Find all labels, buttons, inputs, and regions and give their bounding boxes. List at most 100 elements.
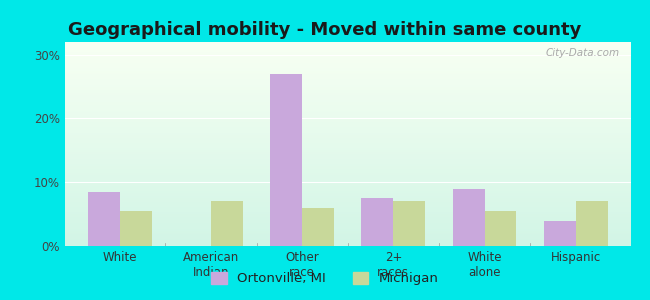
Bar: [65, 103, 630, 104]
Bar: [65, 208, 630, 209]
Bar: [65, 236, 630, 237]
Bar: [65, 143, 630, 144]
Bar: [65, 185, 630, 186]
Bar: [393, 201, 425, 246]
Bar: [65, 170, 630, 172]
Bar: [65, 229, 630, 230]
Bar: [65, 64, 630, 65]
Bar: [65, 111, 630, 112]
Bar: [65, 89, 630, 90]
Bar: [65, 131, 630, 132]
Bar: [211, 201, 243, 246]
Legend: Ortonville, MI, Michigan: Ortonville, MI, Michigan: [206, 266, 444, 290]
Bar: [65, 57, 630, 58]
Bar: [65, 133, 630, 134]
Bar: [65, 184, 630, 185]
Bar: [65, 214, 630, 215]
Bar: [65, 176, 630, 177]
Bar: [65, 212, 630, 213]
Bar: [65, 232, 630, 233]
Bar: [65, 44, 630, 45]
Bar: [65, 216, 630, 217]
Bar: [65, 199, 630, 200]
Bar: [65, 70, 630, 72]
Bar: [65, 148, 630, 149]
Bar: [65, 190, 630, 191]
Bar: [65, 54, 630, 55]
Bar: [65, 183, 630, 184]
Bar: [65, 178, 630, 179]
Bar: [65, 43, 630, 44]
Bar: [65, 215, 630, 216]
Bar: [65, 92, 630, 93]
Bar: [65, 97, 630, 98]
Bar: [65, 73, 630, 74]
Bar: [65, 147, 630, 148]
Bar: [65, 221, 630, 223]
Bar: [65, 91, 630, 92]
Bar: [65, 186, 630, 187]
Bar: [65, 244, 630, 245]
Bar: [65, 136, 630, 137]
Bar: [65, 243, 630, 244]
Bar: [65, 50, 630, 51]
Bar: [65, 181, 630, 182]
Bar: [65, 239, 630, 240]
Bar: [65, 58, 630, 59]
Bar: [65, 81, 630, 82]
Bar: [65, 101, 630, 102]
Bar: [65, 237, 630, 238]
Bar: [65, 104, 630, 105]
Bar: [65, 142, 630, 143]
Bar: [65, 204, 630, 205]
Bar: [65, 207, 630, 208]
Bar: [65, 179, 630, 180]
Bar: [65, 198, 630, 199]
Bar: [65, 79, 630, 80]
Bar: [65, 205, 630, 206]
Bar: [65, 234, 630, 235]
Bar: [65, 154, 630, 155]
Bar: [65, 194, 630, 195]
Bar: [65, 164, 630, 165]
Bar: [65, 139, 630, 140]
Text: City-Data.com: City-Data.com: [545, 48, 619, 58]
Bar: [65, 152, 630, 153]
Bar: [65, 86, 630, 87]
Bar: [65, 230, 630, 231]
Bar: [65, 46, 630, 47]
Bar: [65, 228, 630, 229]
Bar: [65, 95, 630, 96]
Bar: [65, 195, 630, 196]
Bar: [65, 49, 630, 50]
Bar: [65, 189, 630, 190]
Bar: [65, 118, 630, 119]
Bar: [65, 157, 630, 158]
Bar: [65, 51, 630, 52]
Bar: [65, 187, 630, 188]
Bar: [65, 218, 630, 220]
Bar: [65, 85, 630, 86]
Bar: [65, 160, 630, 161]
Bar: [65, 123, 630, 124]
Bar: [65, 162, 630, 164]
Bar: [576, 201, 608, 246]
Bar: [65, 105, 630, 106]
Bar: [65, 220, 630, 221]
Bar: [65, 59, 630, 60]
Bar: [65, 167, 630, 169]
Bar: [361, 198, 393, 246]
Bar: [65, 68, 630, 70]
Bar: [65, 146, 630, 147]
Bar: [65, 78, 630, 79]
Bar: [65, 65, 630, 67]
Bar: [65, 155, 630, 156]
Bar: [65, 134, 630, 135]
Bar: [65, 149, 630, 150]
Bar: [65, 193, 630, 194]
Bar: [120, 211, 151, 246]
Bar: [65, 169, 630, 170]
Bar: [65, 119, 630, 121]
Bar: [65, 80, 630, 81]
Bar: [65, 96, 630, 97]
